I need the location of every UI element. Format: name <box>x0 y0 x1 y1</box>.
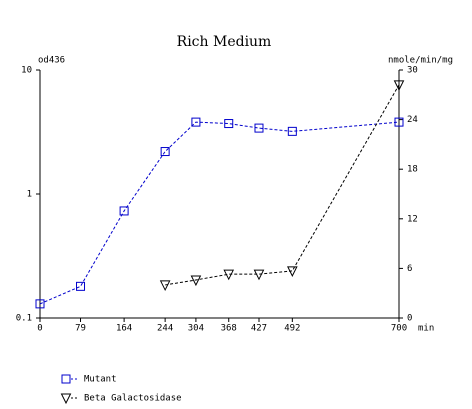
x-tick-label: 368 <box>221 324 237 334</box>
marker <box>254 123 264 133</box>
series-line <box>165 84 400 286</box>
x-tick-label: 0 <box>37 324 42 334</box>
x-tick-label: 492 <box>284 324 300 334</box>
y2-tick-label: 24 <box>407 115 418 125</box>
x-tick-label: 304 <box>188 324 204 334</box>
x-tick-label: 700 <box>391 324 407 334</box>
chart-title: Rich Medium <box>177 34 272 50</box>
y2-tick-label: 6 <box>407 264 412 274</box>
marker <box>394 117 404 127</box>
y-tick-label: 1 <box>27 190 32 200</box>
y-tick-label: 10 <box>21 66 32 76</box>
y-tick-label: 0.1 <box>16 314 32 324</box>
legend-marker <box>60 393 72 405</box>
y2-tick-label: 0 <box>407 314 412 324</box>
marker <box>393 80 405 91</box>
marker <box>119 206 129 216</box>
marker <box>287 266 298 277</box>
legend-label: Mutant <box>84 375 117 385</box>
y2-tick-label: 12 <box>407 214 418 224</box>
x-tick-label: 79 <box>75 324 86 334</box>
marker <box>160 147 170 157</box>
x-tick-label: 244 <box>157 324 173 334</box>
x-tick-label: 164 <box>116 324 132 334</box>
marker <box>191 117 201 127</box>
marker <box>224 119 234 129</box>
legend-label: Beta Galactosidase <box>84 394 182 404</box>
y2-tick-label: 30 <box>407 66 418 76</box>
marker <box>223 269 235 281</box>
marker <box>253 269 265 281</box>
marker <box>190 275 202 287</box>
marker <box>159 280 171 292</box>
series-line <box>39 121 400 305</box>
marker <box>76 281 86 291</box>
y2-tick-label: 18 <box>407 165 418 175</box>
marker <box>287 126 297 136</box>
y-axis-label: od436 <box>38 56 65 66</box>
x-tick-label: 427 <box>251 324 267 334</box>
marker <box>35 299 45 309</box>
y2-axis-label: nmole/min/mg <box>388 56 453 66</box>
legend-marker <box>61 374 71 384</box>
x-axis-label: min <box>418 324 434 334</box>
